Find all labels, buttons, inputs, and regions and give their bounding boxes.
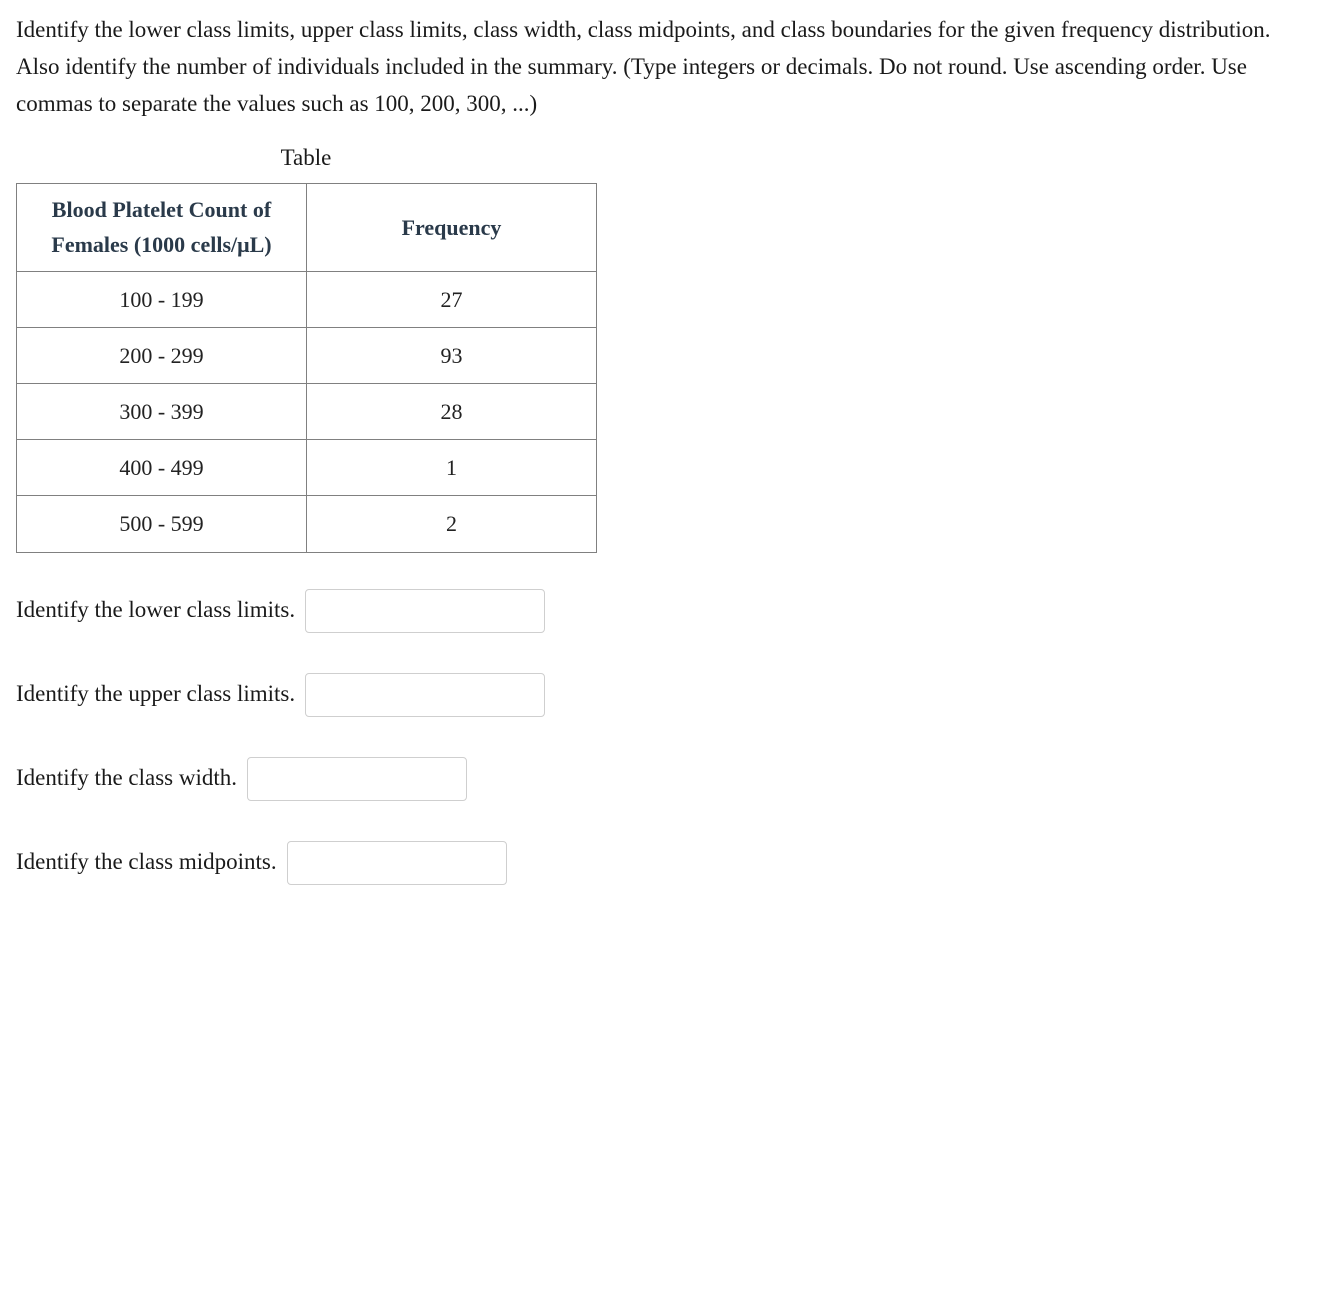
instructions-text: Identify the lower class limits, upper c…	[16, 12, 1310, 122]
prompt-label: Identify the lower class limits.	[16, 592, 295, 629]
prompt-label: Identify the upper class limits.	[16, 676, 295, 713]
cell-frequency: 27	[307, 271, 597, 327]
cell-range: 100 - 199	[17, 271, 307, 327]
prompt-label: Identify the class width.	[16, 760, 237, 797]
table-row: 200 - 299 93	[17, 327, 597, 383]
upper-class-limits-input[interactable]	[305, 673, 545, 717]
table-caption: Table	[16, 140, 596, 177]
cell-range: 200 - 299	[17, 327, 307, 383]
prompt-midpoints: Identify the class midpoints.	[16, 841, 1310, 885]
cell-frequency: 1	[307, 440, 597, 496]
class-midpoints-input[interactable]	[287, 841, 507, 885]
prompt-upper-limits: Identify the upper class limits.	[16, 673, 1310, 717]
prompt-class-width: Identify the class width.	[16, 757, 1310, 801]
frequency-table: Blood Platelet Count of Females (1000 ce…	[16, 183, 597, 552]
cell-range: 300 - 399	[17, 383, 307, 439]
cell-range: 400 - 499	[17, 440, 307, 496]
table-row: 300 - 399 28	[17, 383, 597, 439]
class-width-input[interactable]	[247, 757, 467, 801]
table-row: 500 - 599 2	[17, 496, 597, 552]
cell-range: 500 - 599	[17, 496, 307, 552]
column-header-frequency: Frequency	[307, 184, 597, 271]
cell-frequency: 28	[307, 383, 597, 439]
cell-frequency: 2	[307, 496, 597, 552]
prompt-lower-limits: Identify the lower class limits.	[16, 589, 1310, 633]
lower-class-limits-input[interactable]	[305, 589, 545, 633]
table-row: 400 - 499 1	[17, 440, 597, 496]
table-header-row: Blood Platelet Count of Females (1000 ce…	[17, 184, 597, 271]
column-header-range: Blood Platelet Count of Females (1000 ce…	[17, 184, 307, 271]
table-row: 100 - 199 27	[17, 271, 597, 327]
cell-frequency: 93	[307, 327, 597, 383]
prompt-label: Identify the class midpoints.	[16, 844, 277, 881]
